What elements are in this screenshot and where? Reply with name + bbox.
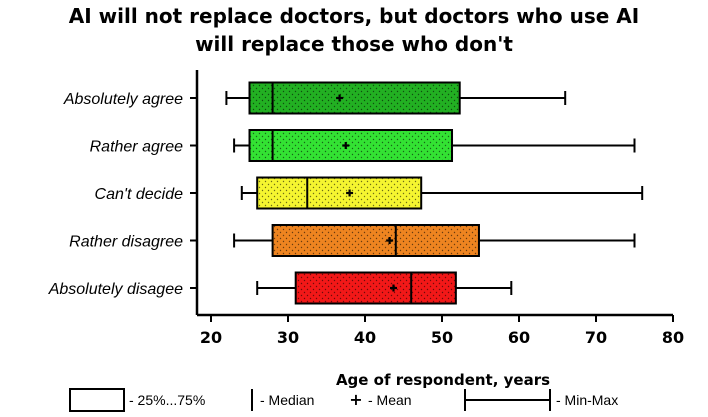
x-tick-label: 60 bbox=[508, 328, 530, 347]
iqr-box-outline bbox=[248, 81, 461, 115]
iqr-box-outline bbox=[294, 271, 457, 305]
x-tick-label: 70 bbox=[585, 328, 607, 347]
x-axis-label: Age of respondent, years bbox=[336, 371, 550, 389]
x-tick-label: 20 bbox=[200, 328, 222, 347]
x-tick-label: 80 bbox=[662, 328, 684, 347]
legend-mean-label: - Mean bbox=[368, 392, 412, 408]
x-tick-label: 50 bbox=[431, 328, 453, 347]
legend-minmax-swatch bbox=[464, 389, 551, 411]
legend: - 25%...75% - Median + - Mean - Min-Max bbox=[69, 388, 618, 412]
legend-minmax-label: - Min-Max bbox=[556, 392, 618, 408]
box-row bbox=[256, 271, 513, 305]
iqr-box-outline bbox=[256, 176, 423, 210]
x-tick-label: 40 bbox=[354, 328, 376, 347]
axes: 20 30 40 50 60 70 80 bbox=[190, 70, 684, 347]
category-label: Absolutely disagee bbox=[48, 281, 183, 298]
box-row bbox=[233, 224, 636, 257]
legend-box-label: - 25%...75% bbox=[129, 392, 205, 408]
category-label: Rather disagree bbox=[69, 234, 183, 251]
category-label: Rather agree bbox=[90, 139, 183, 156]
category-label: Absolutely agree bbox=[63, 91, 183, 108]
x-tick-label: 30 bbox=[277, 328, 299, 347]
box-row bbox=[233, 129, 636, 162]
box-row bbox=[225, 81, 567, 115]
legend-mean-swatch: + bbox=[349, 390, 362, 409]
chart-title-line-1: AI will not replace doctors, but doctors… bbox=[69, 4, 639, 28]
legend-median-label: - Median bbox=[260, 392, 314, 408]
category-label: Can't decide bbox=[95, 186, 184, 203]
chart-title-line-2: will replace those who don't bbox=[195, 32, 513, 56]
box-row bbox=[240, 176, 644, 210]
legend-box-swatch bbox=[69, 388, 125, 412]
iqr-box-outline bbox=[248, 129, 454, 162]
plot-area: Absolutely agree Rather agree Can't decide… bbox=[48, 81, 644, 305]
iqr-box-outline bbox=[271, 224, 480, 257]
